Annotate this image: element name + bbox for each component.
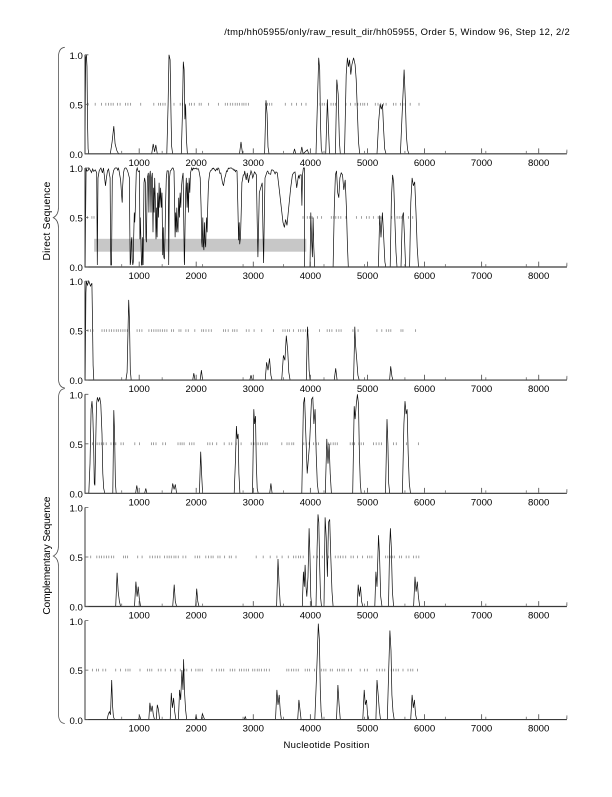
svg-text:8000: 8000	[528, 384, 549, 395]
svg-text:1.0: 1.0	[69, 617, 82, 628]
svg-text:3000: 3000	[243, 158, 264, 169]
svg-text:Complementary Sequence: Complementary Sequence	[42, 496, 53, 614]
svg-text:5000: 5000	[357, 384, 378, 395]
svg-text:3000: 3000	[243, 497, 264, 508]
svg-text:3000: 3000	[243, 384, 264, 395]
svg-text:Direct Sequence: Direct Sequence	[42, 181, 53, 260]
svg-text:0.0: 0.0	[69, 603, 82, 614]
svg-text:1.0: 1.0	[69, 51, 82, 62]
svg-text:7000: 7000	[471, 611, 492, 622]
svg-text:4000: 4000	[300, 271, 321, 282]
svg-text:8000: 8000	[528, 611, 549, 622]
svg-text:2000: 2000	[186, 724, 207, 735]
svg-text:5000: 5000	[357, 724, 378, 735]
svg-text:/tmp/hh05955/only/raw_result_d: /tmp/hh05955/only/raw_result_dir/hh05955…	[224, 26, 570, 37]
svg-text:8000: 8000	[528, 158, 549, 169]
svg-text:1000: 1000	[129, 271, 150, 282]
svg-text:7000: 7000	[471, 158, 492, 169]
svg-text:6000: 6000	[414, 724, 435, 735]
svg-text:0.5: 0.5	[69, 440, 82, 451]
svg-text:0.0: 0.0	[69, 716, 82, 727]
svg-text:1000: 1000	[129, 611, 150, 622]
svg-text:0.5: 0.5	[69, 100, 82, 111]
svg-text:1000: 1000	[129, 384, 150, 395]
svg-text:1.0: 1.0	[69, 277, 82, 288]
svg-text:Nucleotide Position: Nucleotide Position	[284, 740, 370, 751]
svg-text:6000: 6000	[414, 497, 435, 508]
svg-text:0.0: 0.0	[69, 489, 82, 500]
svg-text:0.5: 0.5	[69, 553, 82, 564]
svg-text:6000: 6000	[414, 158, 435, 169]
svg-text:5000: 5000	[357, 497, 378, 508]
svg-text:0.5: 0.5	[69, 214, 82, 225]
svg-text:2000: 2000	[186, 384, 207, 395]
svg-text:0.5: 0.5	[69, 327, 82, 338]
svg-text:1.0: 1.0	[69, 390, 82, 401]
svg-text:2000: 2000	[186, 158, 207, 169]
svg-text:5000: 5000	[357, 271, 378, 282]
svg-text:0.0: 0.0	[69, 150, 82, 161]
svg-text:2000: 2000	[186, 611, 207, 622]
svg-text:1000: 1000	[129, 724, 150, 735]
svg-text:0.0: 0.0	[69, 376, 82, 387]
svg-text:2000: 2000	[186, 271, 207, 282]
svg-text:4000: 4000	[300, 611, 321, 622]
svg-text:6000: 6000	[414, 384, 435, 395]
svg-text:3000: 3000	[243, 724, 264, 735]
svg-text:3000: 3000	[243, 271, 264, 282]
svg-text:2000: 2000	[186, 497, 207, 508]
svg-text:8000: 8000	[528, 271, 549, 282]
svg-text:7000: 7000	[471, 384, 492, 395]
svg-text:1.0: 1.0	[69, 164, 82, 175]
svg-text:4000: 4000	[300, 158, 321, 169]
svg-text:6000: 6000	[414, 271, 435, 282]
svg-text:5000: 5000	[357, 611, 378, 622]
svg-text:1.0: 1.0	[69, 504, 82, 515]
svg-text:7000: 7000	[471, 497, 492, 508]
svg-text:1000: 1000	[129, 497, 150, 508]
svg-text:1000: 1000	[129, 158, 150, 169]
svg-text:5000: 5000	[357, 158, 378, 169]
svg-text:4000: 4000	[300, 497, 321, 508]
svg-text:3000: 3000	[243, 611, 264, 622]
svg-text:8000: 8000	[528, 497, 549, 508]
svg-text:0.5: 0.5	[69, 666, 82, 677]
svg-text:7000: 7000	[471, 271, 492, 282]
svg-text:0.0: 0.0	[69, 263, 82, 274]
svg-text:8000: 8000	[528, 724, 549, 735]
svg-text:4000: 4000	[300, 384, 321, 395]
svg-text:4000: 4000	[300, 724, 321, 735]
svg-text:6000: 6000	[414, 611, 435, 622]
svg-text:7000: 7000	[471, 724, 492, 735]
